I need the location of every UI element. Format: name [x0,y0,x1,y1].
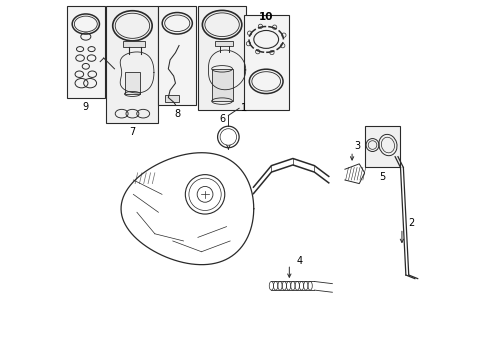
Bar [164,95,179,102]
Text: 7: 7 [129,127,135,137]
Text: 1: 1 [241,103,246,113]
Text: 4: 4 [296,256,302,266]
Text: 9: 9 [82,102,89,112]
Bar [214,41,232,46]
Text: 5: 5 [378,172,385,182]
Text: 2: 2 [407,218,414,228]
Text: 10: 10 [259,12,273,22]
Text: 6: 6 [219,114,224,124]
Bar [244,15,288,110]
Bar [106,6,158,123]
Bar [124,72,140,94]
Bar [123,41,144,47]
Bar [364,126,399,167]
Bar [158,6,196,105]
Bar [67,6,104,98]
Bar [212,69,232,101]
Bar [198,6,246,110]
Text: 3: 3 [353,141,359,151]
Text: 8: 8 [174,109,180,119]
